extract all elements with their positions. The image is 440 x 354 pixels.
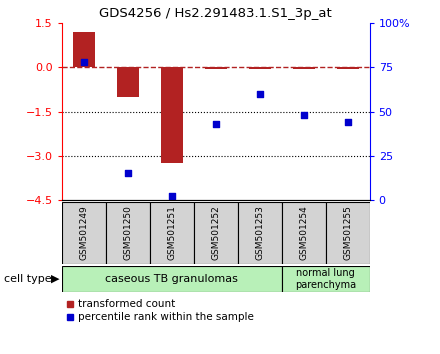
Bar — [249, 67, 271, 69]
Text: GSM501254: GSM501254 — [299, 205, 308, 259]
Text: GSM501249: GSM501249 — [79, 205, 88, 259]
Point — [168, 194, 175, 199]
FancyBboxPatch shape — [62, 202, 106, 264]
FancyBboxPatch shape — [282, 202, 326, 264]
Point — [212, 121, 219, 127]
Bar — [73, 32, 95, 67]
Text: normal lung
parenchyma: normal lung parenchyma — [295, 268, 356, 290]
Text: GSM501251: GSM501251 — [167, 205, 176, 260]
Text: GSM501253: GSM501253 — [255, 205, 264, 260]
FancyBboxPatch shape — [326, 202, 370, 264]
FancyBboxPatch shape — [106, 202, 150, 264]
Text: GSM501252: GSM501252 — [211, 205, 220, 259]
Text: GSM501255: GSM501255 — [343, 205, 352, 260]
Bar — [205, 67, 227, 69]
Title: GDS4256 / Hs2.291483.1.S1_3p_at: GDS4256 / Hs2.291483.1.S1_3p_at — [99, 7, 332, 21]
Bar — [117, 67, 139, 97]
Text: cell type: cell type — [4, 274, 52, 284]
Text: GSM501250: GSM501250 — [123, 205, 132, 260]
FancyBboxPatch shape — [150, 202, 194, 264]
Bar — [337, 67, 359, 69]
Text: ▶: ▶ — [51, 274, 59, 284]
Bar — [161, 67, 183, 163]
Point — [256, 91, 263, 97]
FancyBboxPatch shape — [238, 202, 282, 264]
Bar — [293, 67, 315, 69]
Point — [80, 59, 87, 65]
FancyBboxPatch shape — [194, 202, 238, 264]
FancyBboxPatch shape — [62, 266, 282, 292]
Point — [300, 112, 307, 118]
Point — [344, 119, 351, 125]
Text: caseous TB granulomas: caseous TB granulomas — [105, 274, 238, 284]
FancyBboxPatch shape — [282, 266, 370, 292]
Point — [124, 171, 131, 176]
Legend: transformed count, percentile rank within the sample: transformed count, percentile rank withi… — [67, 299, 254, 322]
